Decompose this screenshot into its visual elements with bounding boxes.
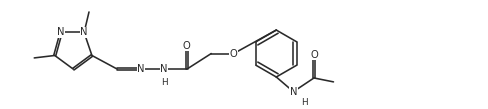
Text: N: N <box>160 64 167 74</box>
Text: O: O <box>183 41 190 51</box>
Text: N: N <box>80 27 88 37</box>
Text: O: O <box>229 49 237 59</box>
Text: N: N <box>57 27 65 37</box>
Text: N: N <box>289 87 297 97</box>
Text: O: O <box>309 49 317 60</box>
Text: H: H <box>161 78 168 87</box>
Text: N: N <box>137 64 144 74</box>
Text: H: H <box>300 98 307 107</box>
